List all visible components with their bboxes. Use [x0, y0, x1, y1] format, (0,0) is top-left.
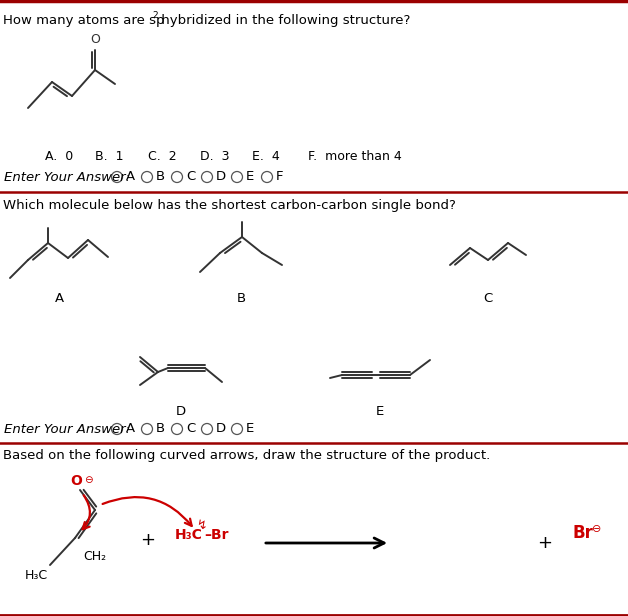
Text: Br: Br [572, 524, 593, 542]
Text: Which molecule below has the shortest carbon-carbon single bond?: Which molecule below has the shortest ca… [3, 199, 456, 212]
Text: A: A [126, 171, 135, 184]
Text: B: B [156, 423, 165, 436]
Text: ⊖: ⊖ [592, 524, 602, 534]
Text: –Br: –Br [204, 528, 229, 542]
Text: F: F [276, 171, 283, 184]
Text: Based on the following curved arrows, draw the structure of the product.: Based on the following curved arrows, dr… [3, 449, 490, 462]
Text: D.  3: D. 3 [200, 150, 229, 163]
Text: ⊖: ⊖ [84, 475, 93, 485]
Text: 2: 2 [152, 11, 158, 20]
Text: CH₂: CH₂ [83, 550, 106, 563]
Text: E.  4: E. 4 [252, 150, 279, 163]
Text: D: D [176, 405, 186, 418]
Text: O: O [90, 33, 100, 46]
Text: B: B [156, 171, 165, 184]
Text: How many atoms are sp: How many atoms are sp [3, 14, 165, 27]
Text: E: E [246, 423, 254, 436]
Text: E: E [246, 171, 254, 184]
Text: C: C [186, 171, 195, 184]
Text: ↯: ↯ [196, 519, 206, 532]
Text: F.  more than 4: F. more than 4 [308, 150, 402, 163]
Text: H₃C: H₃C [25, 569, 48, 582]
Text: A: A [55, 292, 63, 305]
Text: hybridized in the following structure?: hybridized in the following structure? [157, 14, 410, 27]
Text: O: O [70, 474, 82, 488]
Text: +: + [141, 531, 156, 549]
Text: C: C [484, 292, 492, 305]
Text: Enter Your Answer:: Enter Your Answer: [4, 423, 130, 436]
Text: B: B [236, 292, 246, 305]
Text: C.  2: C. 2 [148, 150, 176, 163]
Text: A: A [126, 423, 135, 436]
Text: D: D [216, 423, 226, 436]
Text: D: D [216, 171, 226, 184]
Text: A.  0: A. 0 [45, 150, 73, 163]
Text: C: C [186, 423, 195, 436]
Text: E: E [376, 405, 384, 418]
Text: Enter Your Answer:: Enter Your Answer: [4, 171, 130, 184]
Text: B.  1: B. 1 [95, 150, 124, 163]
Text: H₃C: H₃C [175, 528, 203, 542]
Text: +: + [538, 534, 553, 552]
